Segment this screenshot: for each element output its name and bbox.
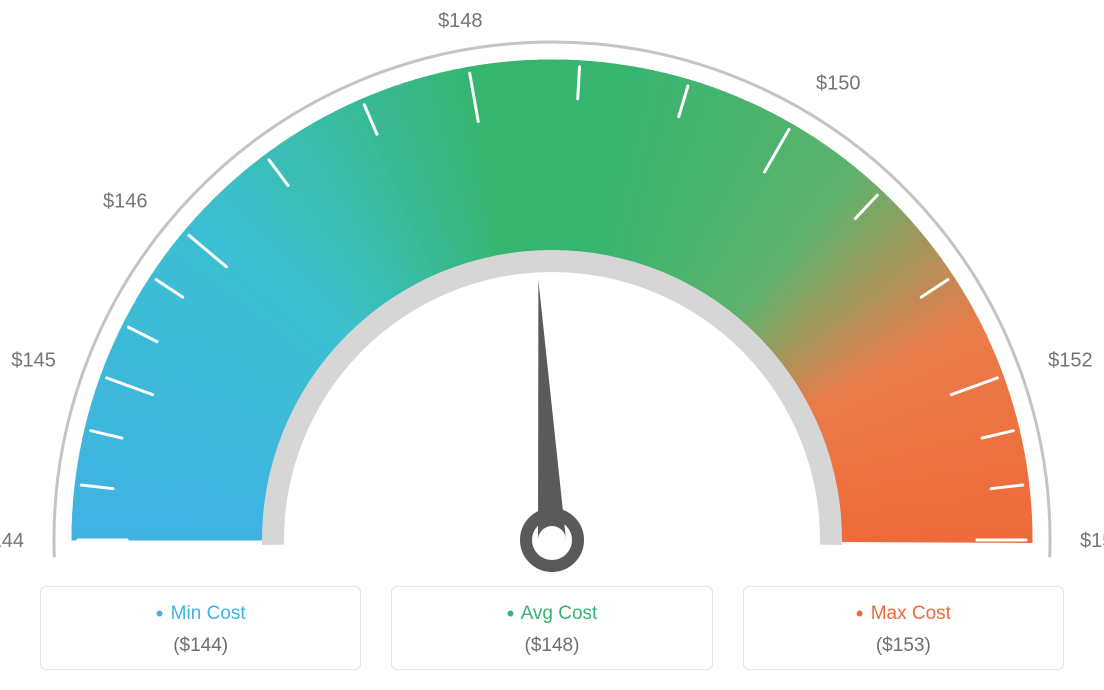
avg-cost-title: • Avg Cost: [402, 601, 701, 627]
cost-gauge-chart: $144 $145 $146 $148 $150 $152 $153 • Min Cost …: [0, 0, 1104, 690]
gauge-hub-inner: [538, 526, 566, 554]
gauge-tick-label: $150: [816, 73, 861, 95]
max-cost-dot-icon: •: [856, 601, 864, 626]
gauge-tick-label: $144: [0, 530, 24, 552]
avg-cost-label: Avg Cost: [521, 603, 598, 624]
max-cost-card: • Max Cost ($153): [743, 586, 1064, 670]
gauge-tick-label: $148: [438, 10, 483, 32]
gauge-svg: $144 $145 $146 $148 $150 $152 $153: [0, 0, 1104, 590]
min-cost-title: • Min Cost: [51, 601, 350, 627]
gauge-tick-label: $145: [11, 349, 56, 371]
avg-cost-card: • Avg Cost ($148): [391, 586, 712, 670]
avg-cost-dot-icon: •: [507, 601, 515, 626]
max-cost-label: Max Cost: [871, 603, 951, 624]
min-cost-label: Min Cost: [171, 603, 246, 624]
gauge-tick-label: $153: [1080, 530, 1104, 552]
gauge-tick-label: $146: [103, 191, 148, 213]
max-cost-title: • Max Cost: [754, 601, 1053, 627]
max-cost-value: ($153): [754, 635, 1053, 657]
gauge-needle: [538, 280, 566, 540]
min-cost-dot-icon: •: [156, 601, 164, 626]
min-cost-card: • Min Cost ($144): [40, 586, 361, 670]
cost-cards: • Min Cost ($144) • Avg Cost ($148) • Ma…: [40, 586, 1064, 670]
avg-cost-value: ($148): [402, 635, 701, 657]
gauge-tick-label: $152: [1048, 349, 1093, 371]
min-cost-value: ($144): [51, 635, 350, 657]
